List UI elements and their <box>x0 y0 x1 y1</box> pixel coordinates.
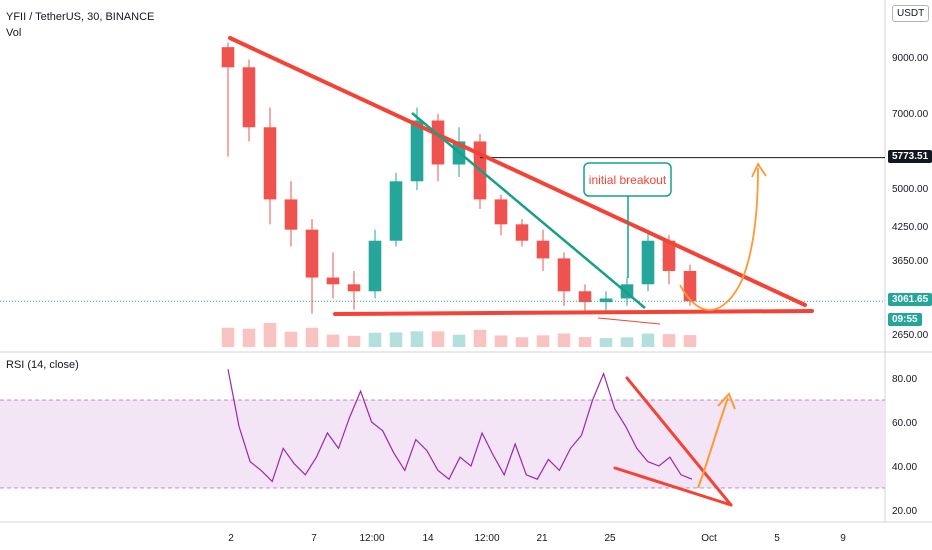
candle-body <box>641 240 655 285</box>
symbol-title[interactable]: YFII / TetherUS, 30, BINANCE <box>6 11 155 23</box>
price-tick: 5000.00 <box>892 184 929 195</box>
annotation-text: initial breakout <box>589 173 667 187</box>
volume-bar <box>620 337 634 347</box>
candle-body <box>263 127 277 200</box>
volume-bar <box>494 335 508 347</box>
rsi-support-line <box>613 466 733 507</box>
price-axis: 9000.00 7000.00 5000.00 4250.00 3650.00 … <box>892 6 929 341</box>
candle-body <box>662 240 676 271</box>
candle-body <box>578 291 592 303</box>
volume-bar <box>284 331 298 347</box>
volume-bar <box>410 331 424 347</box>
price-tick: 7000.00 <box>892 109 929 120</box>
inner-trendline <box>411 112 646 309</box>
currency-button[interactable]: USDT <box>892 5 930 22</box>
candle-body <box>221 47 235 68</box>
candle-body <box>494 199 508 225</box>
time-tick: 2 <box>228 533 234 544</box>
volume-bar <box>599 338 613 347</box>
rsi-axis: 80.00 60.00 40.00 20.00 <box>892 374 917 517</box>
projection-arrow-price <box>679 167 759 311</box>
time-tick: 12:00 <box>359 533 384 544</box>
candle-body <box>347 284 361 292</box>
candle-body <box>326 277 340 285</box>
volume-bar <box>368 332 382 347</box>
volume-bar <box>662 334 676 347</box>
projection-arrow-rsi <box>697 397 729 489</box>
projection-arrow-rsi-head <box>717 392 736 410</box>
support-line <box>333 309 814 316</box>
price-tick: 9000.00 <box>892 53 929 64</box>
rsi-label[interactable]: RSI (14, close) <box>6 359 79 371</box>
volume-bar <box>683 335 697 347</box>
projection-arrow-price-head <box>751 162 767 178</box>
volume-bar <box>347 335 361 347</box>
volume-bar <box>431 331 445 347</box>
candle-body <box>683 270 697 302</box>
countdown-badge: 09:55 <box>888 313 922 326</box>
rsi-tick: 60.00 <box>892 418 917 429</box>
candle-body <box>431 120 445 165</box>
resistance-price-badge: 5773.51 <box>888 150 932 163</box>
volume-bar <box>452 334 466 347</box>
time-tick: 7 <box>311 533 317 544</box>
volume-bar <box>326 334 340 347</box>
volume-bar <box>515 337 529 347</box>
time-tick: Oct <box>701 533 717 544</box>
time-tick: 12:00 <box>474 533 499 544</box>
rsi-descending-line <box>625 376 733 507</box>
price-tick: 2650.00 <box>892 330 929 341</box>
time-tick: 5 <box>774 533 780 544</box>
volume-bar <box>221 327 235 347</box>
rsi-tick: 20.00 <box>892 506 917 517</box>
candlesticks <box>221 42 697 314</box>
descending-trendline <box>228 36 807 307</box>
candle-body <box>389 181 403 241</box>
volume-bar <box>305 327 319 347</box>
volume-bars <box>221 322 697 347</box>
volume-bar <box>557 333 571 347</box>
volume-bar <box>242 328 256 347</box>
candle-body <box>557 258 571 292</box>
time-axis: 2 7 12:00 14 12:00 21 25 Oct 5 9 <box>228 533 846 544</box>
rsi-tick: 80.00 <box>892 374 917 385</box>
candle-body <box>515 224 529 241</box>
volume-bar <box>536 335 550 347</box>
price-tick: 3650.00 <box>892 256 929 267</box>
rsi-tick: 40.00 <box>892 462 917 473</box>
rsi-series-line <box>227 369 693 483</box>
candle-body <box>368 240 382 292</box>
volume-bar <box>473 329 487 347</box>
time-tick: 9 <box>840 533 846 544</box>
rsi-line <box>227 369 693 483</box>
last-price-badge: 3061.65 <box>888 293 932 306</box>
candle-body <box>536 240 550 259</box>
candle-body <box>242 67 256 128</box>
time-tick: 25 <box>604 533 616 544</box>
volume-bar <box>263 322 277 347</box>
annotation-box[interactable] <box>583 162 672 197</box>
price-tick: 4250.00 <box>892 222 929 233</box>
volume-bar <box>389 332 403 347</box>
volume-divergence-line <box>597 317 661 325</box>
volume-bar <box>641 333 655 347</box>
candle-body <box>599 298 613 303</box>
volume-bar <box>578 337 592 347</box>
volume-label[interactable]: Vol <box>6 27 22 39</box>
time-tick: 21 <box>536 533 548 544</box>
candle-body <box>305 229 319 278</box>
time-tick: 14 <box>422 533 434 544</box>
candle-body <box>284 199 298 230</box>
candle-body <box>410 120 424 182</box>
